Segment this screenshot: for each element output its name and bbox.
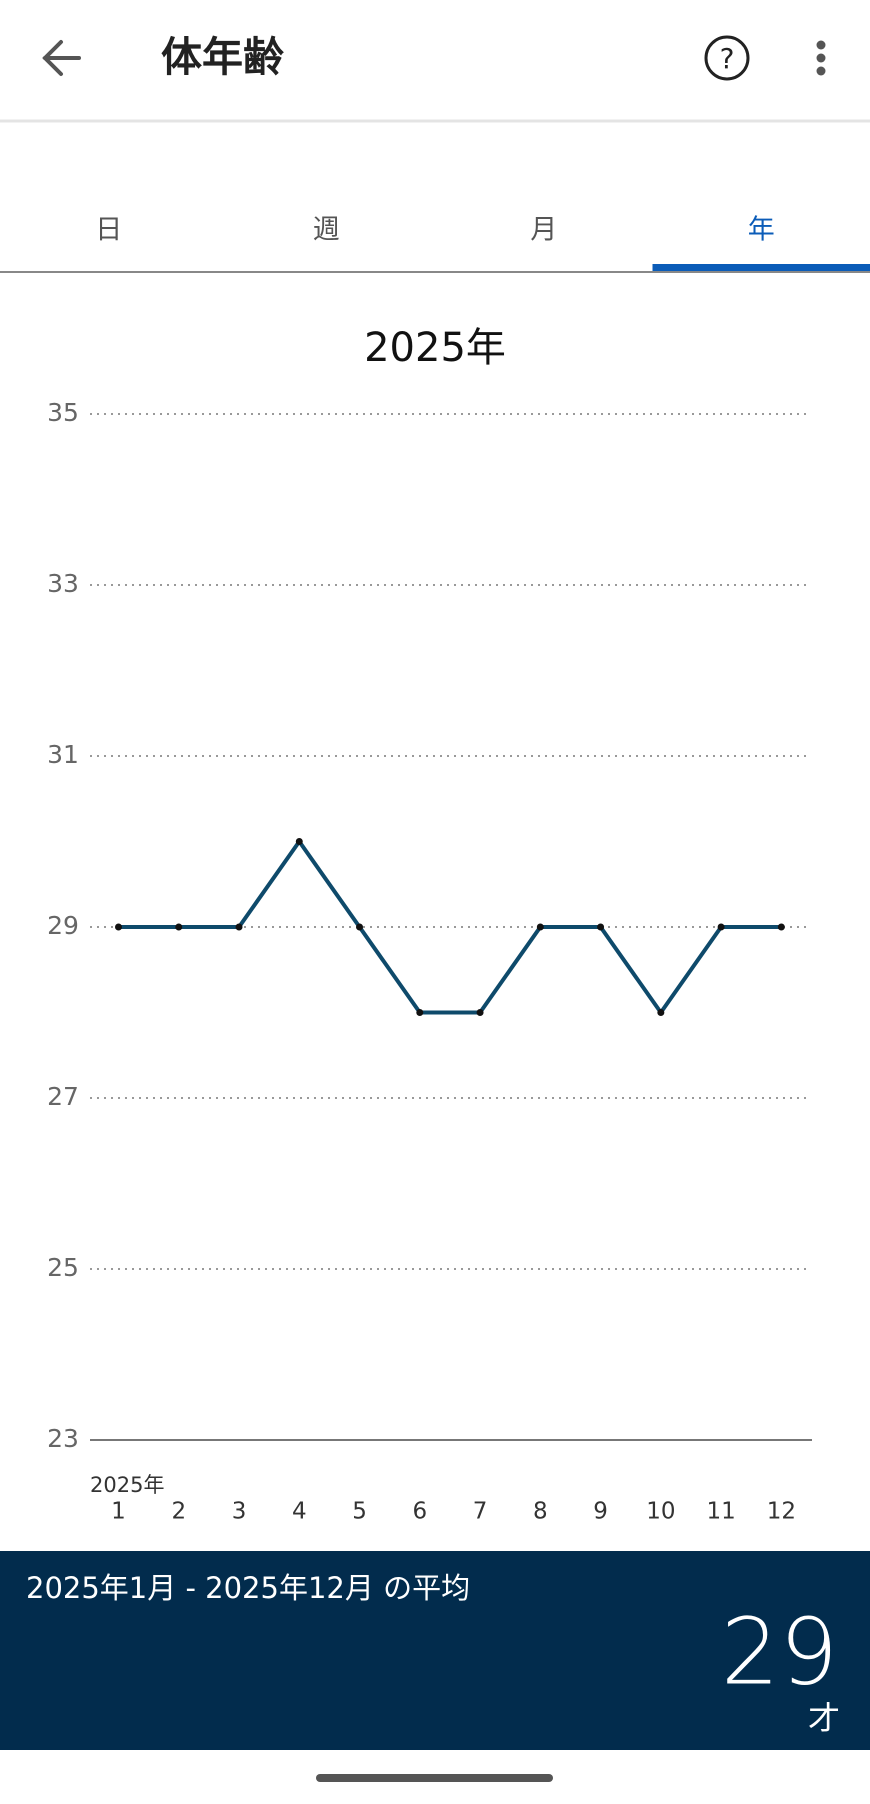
x-tick-label: 1 xyxy=(111,1499,126,1525)
y-tick-label: 27 xyxy=(47,1082,79,1111)
tab-indicator xyxy=(652,264,870,273)
y-tick-label: 31 xyxy=(47,740,79,769)
x-axis-year-label: 2025年 xyxy=(90,1473,164,1497)
data-point xyxy=(175,923,183,931)
home-indicator xyxy=(316,1774,553,1782)
tab[interactable]: 月 xyxy=(530,215,557,246)
x-tick-label: 4 xyxy=(292,1499,307,1525)
data-point xyxy=(597,923,605,931)
x-tick-label: 3 xyxy=(232,1499,247,1525)
chart-title: 2025年 xyxy=(364,325,506,371)
tab[interactable]: 年 xyxy=(748,215,775,246)
y-tick-label: 33 xyxy=(47,569,79,598)
data-point xyxy=(356,923,364,931)
data-point xyxy=(536,923,544,931)
x-tick-label: 7 xyxy=(473,1499,488,1525)
data-point xyxy=(476,1009,484,1016)
tab[interactable]: 日 xyxy=(95,215,122,246)
y-tick-label: 35 xyxy=(47,398,79,427)
x-tick-label: 10 xyxy=(646,1499,675,1525)
y-tick-label: 25 xyxy=(47,1253,79,1282)
x-tick-label: 8 xyxy=(533,1499,548,1525)
x-tick-label: 12 xyxy=(767,1499,796,1525)
x-tick-label: 6 xyxy=(412,1499,427,1525)
data-point xyxy=(416,1009,424,1016)
data-point xyxy=(115,923,122,931)
data-point xyxy=(717,923,725,931)
x-tick-label: 11 xyxy=(706,1499,735,1525)
summary-panel xyxy=(0,1551,870,1750)
x-tick-label: 2 xyxy=(171,1499,186,1525)
svg-text:?: ? xyxy=(720,42,735,75)
back-button[interactable] xyxy=(42,40,81,76)
data-point xyxy=(235,923,243,931)
data-line xyxy=(118,839,782,1015)
y-tick-label: 23 xyxy=(47,1424,79,1453)
app-bar xyxy=(0,0,870,120)
x-tick-label: 9 xyxy=(593,1499,608,1525)
summary-unit: 才 xyxy=(808,1699,840,1737)
help-button[interactable]: ? xyxy=(704,35,750,81)
data-point xyxy=(657,1009,665,1016)
data-point xyxy=(777,923,785,931)
data-point xyxy=(295,838,303,845)
page-title: 体年齢 xyxy=(161,33,284,81)
x-tick-label: 5 xyxy=(352,1499,367,1525)
tab[interactable]: 週 xyxy=(313,215,340,246)
summary-value: 29 xyxy=(721,1599,838,1706)
y-tick-label: 29 xyxy=(47,911,79,940)
menu-button[interactable] xyxy=(816,40,826,76)
summary-label: 2025年1月 - 2025年12月 の平均 xyxy=(26,1571,470,1605)
